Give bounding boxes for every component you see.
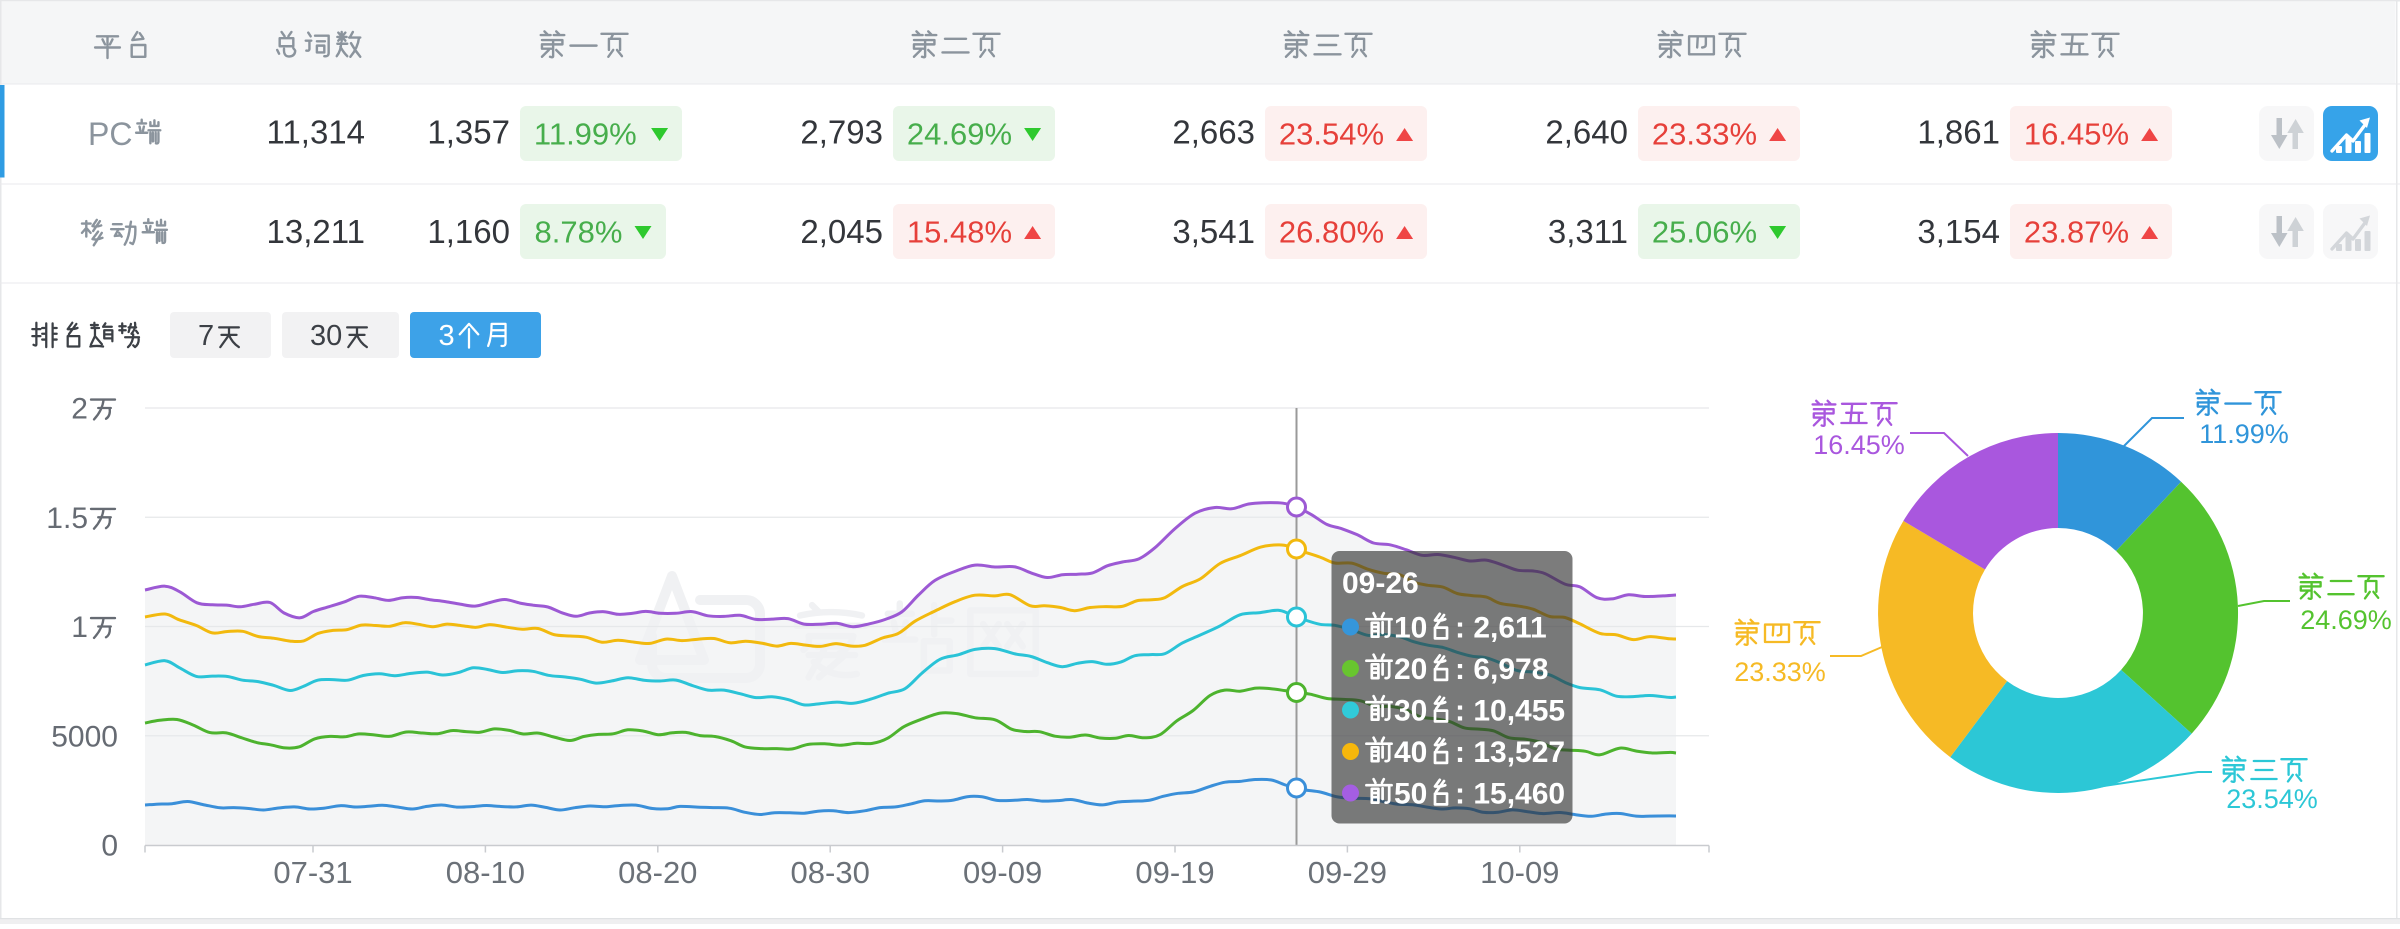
svg-text:08-20: 08-20 (618, 855, 697, 890)
svg-text:25.06%: 25.06% (1652, 215, 1757, 250)
svg-text:3,541: 3,541 (1172, 213, 1255, 250)
svg-text:11,314: 11,314 (267, 114, 365, 151)
svg-text:3,311: 3,311 (1548, 213, 1628, 250)
svg-text:09-19: 09-19 (1135, 855, 1214, 890)
svg-text:09-29: 09-29 (1308, 855, 1387, 890)
svg-text:10-09: 10-09 (1480, 855, 1559, 890)
svg-text:23.54%: 23.54% (2226, 784, 2318, 814)
svg-text:23.33%: 23.33% (1652, 117, 1757, 152)
svg-text:26.80%: 26.80% (1279, 215, 1384, 250)
svg-text:2,663: 2,663 (1172, 114, 1255, 151)
svg-text:23.54%: 23.54% (1279, 117, 1384, 152)
svg-text:: 2,611: : 2,611 (1455, 612, 1547, 645)
svg-text:2,045: 2,045 (800, 213, 883, 250)
svg-text:20: 20 (1394, 653, 1427, 686)
svg-text:40: 40 (1394, 736, 1427, 769)
svg-text:2: 2 (71, 393, 88, 426)
svg-text:16.45%: 16.45% (2024, 117, 2129, 152)
svg-text:08-10: 08-10 (446, 855, 525, 890)
svg-text:50: 50 (1394, 778, 1427, 811)
svg-text:1,160: 1,160 (427, 213, 510, 250)
svg-text:7: 7 (198, 320, 214, 352)
svg-text:: 13,527: : 13,527 (1455, 736, 1565, 769)
svg-text:5000: 5000 (51, 720, 118, 753)
svg-text:24.69%: 24.69% (907, 117, 1012, 152)
svg-text:2,640: 2,640 (1545, 114, 1628, 151)
svg-text:3,154: 3,154 (1917, 213, 2000, 250)
svg-text:16.45%: 16.45% (1813, 430, 1905, 460)
svg-text:09-09: 09-09 (963, 855, 1042, 890)
svg-text:23.33%: 23.33% (1734, 657, 1826, 687)
svg-text:1,861: 1,861 (1917, 114, 2000, 151)
svg-text:13,211: 13,211 (267, 213, 365, 250)
svg-text:: 15,460: : 15,460 (1455, 778, 1565, 811)
svg-text:23.87%: 23.87% (2024, 215, 2129, 250)
svg-text:: 6,978: : 6,978 (1455, 653, 1548, 686)
svg-text:1,357: 1,357 (427, 114, 510, 151)
svg-text:30: 30 (310, 320, 342, 352)
svg-text:08-30: 08-30 (791, 855, 870, 890)
svg-text:24.69%: 24.69% (2300, 605, 2392, 635)
svg-text:11.99%: 11.99% (534, 117, 637, 152)
svg-text:8.78%: 8.78% (535, 215, 623, 250)
svg-text:30: 30 (1394, 695, 1427, 728)
svg-text:09-26: 09-26 (1342, 567, 1419, 600)
svg-text:1: 1 (71, 611, 88, 644)
svg-text:11.99%: 11.99% (2199, 419, 2289, 449)
svg-text:10: 10 (1394, 612, 1427, 645)
svg-text:0: 0 (101, 830, 118, 863)
svg-text:3: 3 (439, 320, 455, 352)
svg-text:: 10,455: : 10,455 (1455, 695, 1565, 728)
svg-text:2,793: 2,793 (800, 114, 883, 151)
svg-text:15.48%: 15.48% (907, 215, 1012, 250)
svg-text:PC: PC (88, 116, 132, 152)
svg-text:07-31: 07-31 (273, 855, 352, 890)
svg-text:1.5: 1.5 (46, 502, 88, 535)
